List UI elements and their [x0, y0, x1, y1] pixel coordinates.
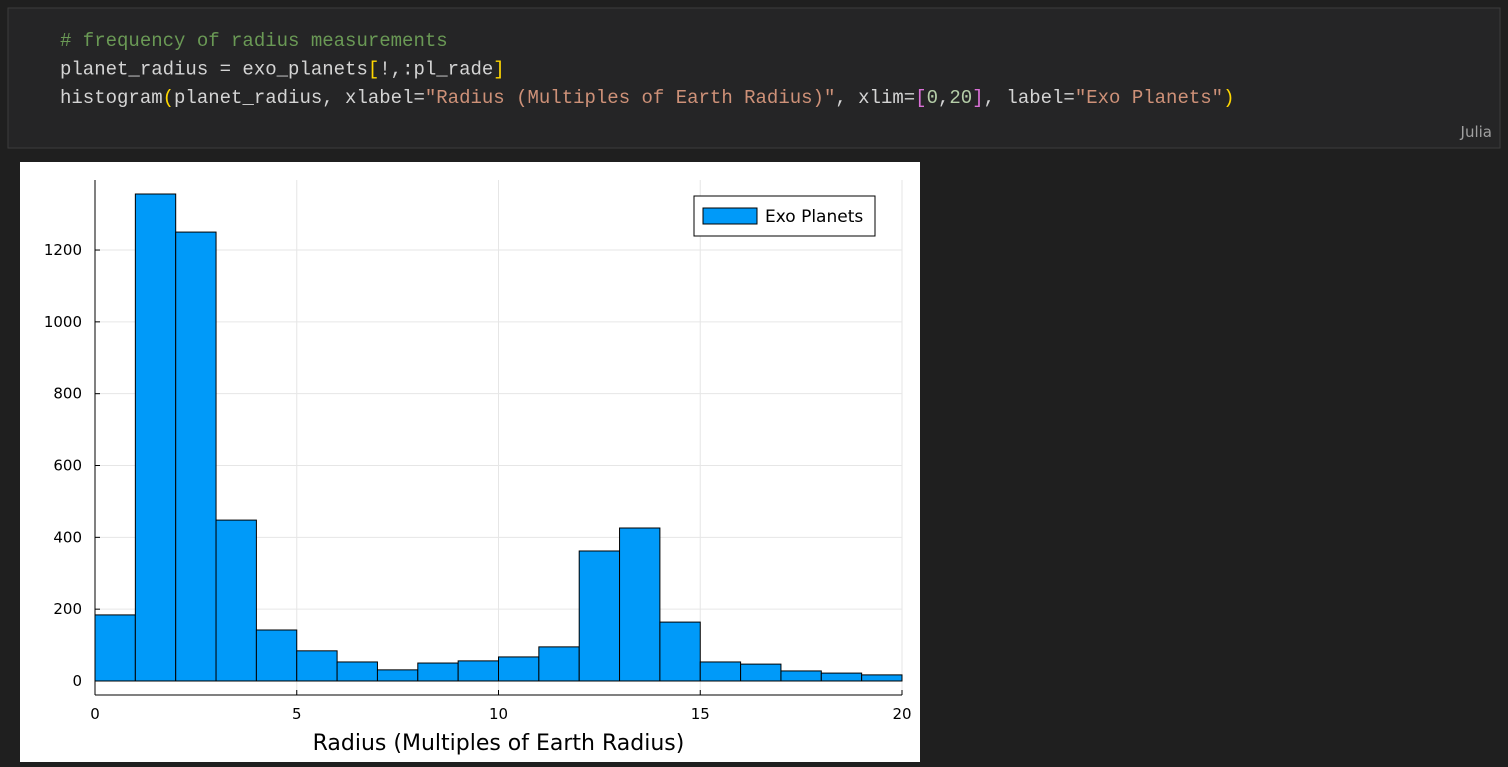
x-tick-label: 15 — [691, 705, 710, 723]
code-token: ] — [493, 59, 504, 81]
bar — [134, 193, 177, 682]
x-tick-label: 5 — [292, 705, 302, 723]
code-token: planet_radius = exo_planets — [60, 59, 368, 81]
code-token: , xlim= — [835, 87, 915, 109]
y-tick-label: 1200 — [44, 241, 82, 259]
legend-label: Exo Planets — [765, 207, 863, 227]
code-token: , — [938, 87, 949, 109]
y-tick-label: 1000 — [44, 313, 82, 331]
bar — [699, 661, 742, 682]
code-token: histogram — [60, 87, 163, 109]
bar — [861, 674, 903, 682]
language-label[interactable]: Julia — [1460, 123, 1492, 141]
bar — [498, 656, 540, 682]
code-token: ( — [163, 87, 174, 109]
bar — [336, 661, 378, 682]
code-token: !,:pl_rade — [379, 59, 493, 81]
y-tick-label: 200 — [53, 600, 82, 618]
x-tick-label: 10 — [489, 705, 508, 723]
code-token: [ — [368, 59, 379, 81]
bar — [538, 646, 580, 682]
bar — [740, 663, 782, 682]
bar — [376, 669, 419, 682]
bar — [175, 231, 217, 682]
bar — [820, 672, 863, 682]
x-tick-label: 20 — [892, 705, 911, 723]
bar — [457, 660, 499, 682]
x-axis-label: Radius (Multiples of Earth Radius) — [313, 731, 685, 756]
code-line: planet_radius = exo_planets[!,:pl_rade] — [60, 59, 505, 81]
code-token: ) — [1223, 87, 1234, 109]
x-tick-label: 0 — [90, 705, 100, 723]
code-token: "Radius (Multiples of Earth Radius)" — [425, 87, 835, 109]
code-token: planet_radius, xlabel= — [174, 87, 425, 109]
bar — [296, 650, 338, 682]
code-token: 20 — [949, 87, 972, 109]
code-token: , label= — [984, 87, 1075, 109]
bar — [780, 670, 822, 682]
y-tick-label: 600 — [53, 457, 82, 475]
y-tick-label: 0 — [72, 672, 82, 690]
code-token: 0 — [927, 87, 938, 109]
bar — [215, 519, 257, 682]
bar — [619, 527, 661, 682]
bar — [417, 662, 459, 682]
y-tick-label: 800 — [53, 385, 82, 403]
y-tick-label: 400 — [53, 528, 82, 546]
code-cell[interactable] — [7, 7, 1501, 149]
code-token: # frequency of radius measurements — [60, 30, 448, 52]
code-token: [ — [915, 87, 926, 109]
code-line: histogram(planet_radius, xlabel="Radius … — [60, 87, 1234, 109]
code-token: ] — [972, 87, 983, 109]
code-line: # frequency of radius measurements — [60, 30, 448, 52]
code-token: "Exo Planets" — [1075, 87, 1223, 109]
bar — [659, 621, 701, 682]
legend-swatch — [702, 207, 758, 225]
bar — [255, 629, 298, 682]
bar — [94, 614, 136, 682]
bar — [578, 550, 621, 682]
